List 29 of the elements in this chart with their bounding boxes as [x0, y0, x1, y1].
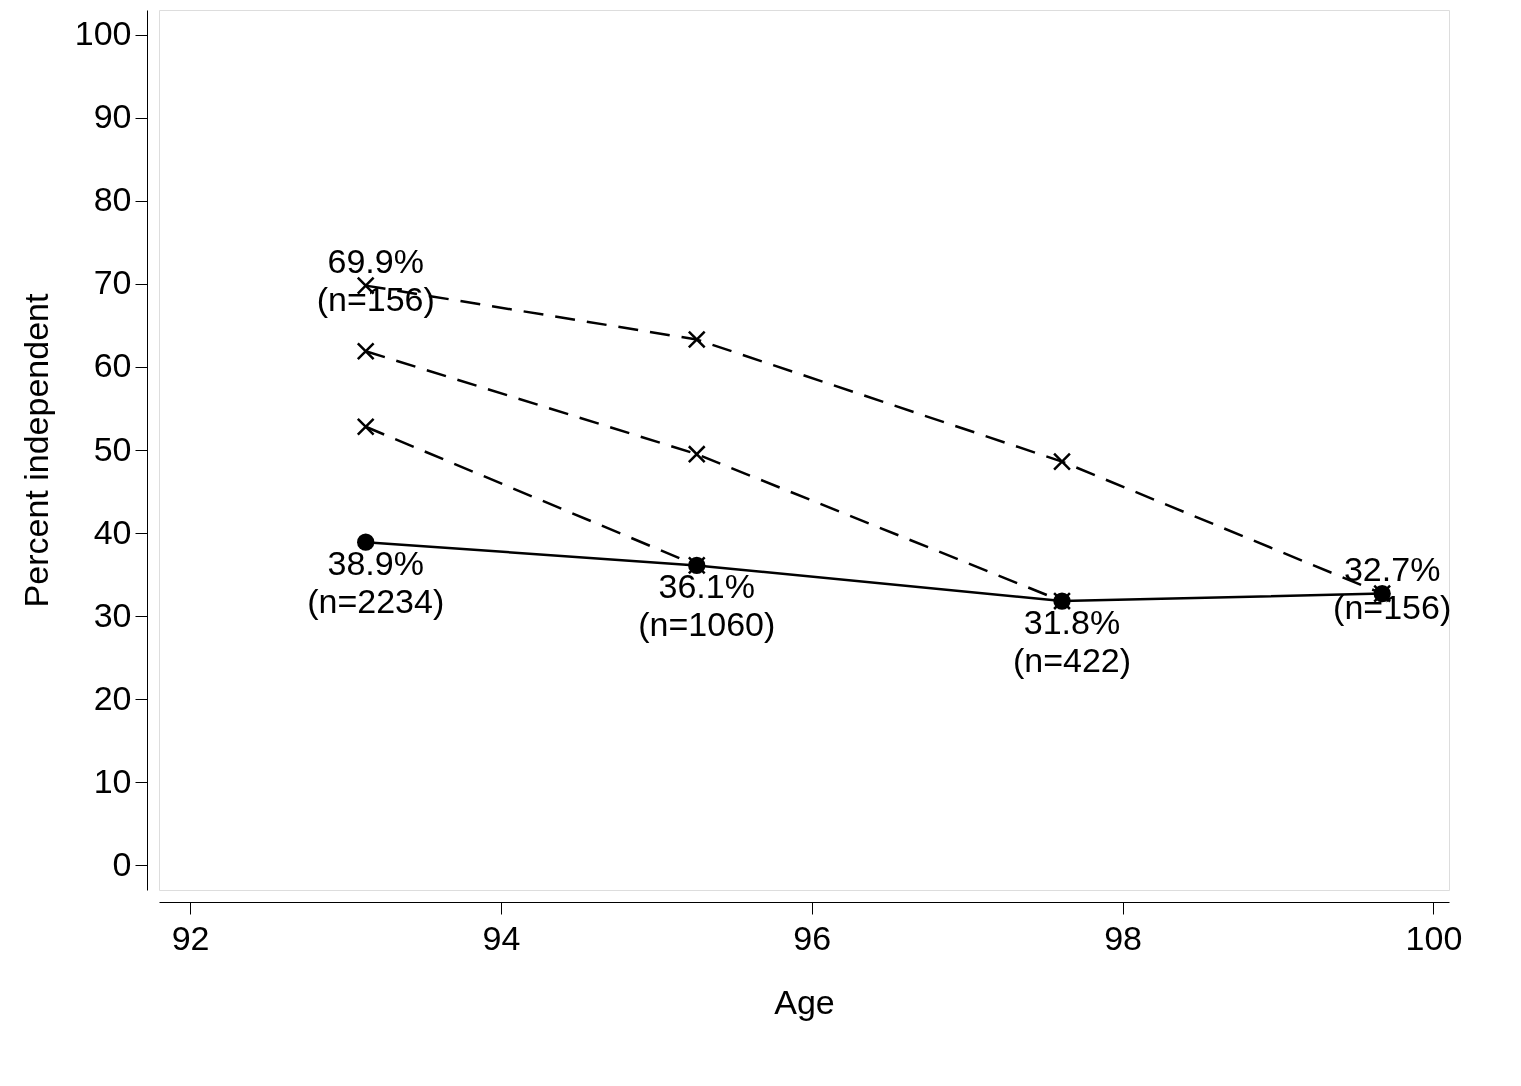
- x-tick-label: 100: [1405, 918, 1463, 957]
- y-tick-label: 40: [93, 512, 132, 551]
- x-tick-label: 94: [482, 918, 521, 957]
- y-tick-label: 60: [93, 346, 132, 385]
- y-tick-label: 0: [112, 844, 132, 883]
- y-tick-label: 10: [93, 761, 132, 800]
- y-tick-label: 20: [93, 678, 132, 717]
- y-tick-label: 90: [93, 97, 132, 136]
- point: [356, 417, 375, 436]
- y-tick-label: 100: [74, 14, 132, 53]
- x-axis-title: Age: [774, 982, 835, 1021]
- x-tick-label: 92: [171, 918, 210, 957]
- point: [687, 444, 706, 464]
- y-axis-title: Percent independent: [16, 293, 55, 608]
- point: [1052, 452, 1072, 471]
- point: [687, 330, 706, 349]
- x-tick-label: 96: [793, 918, 832, 957]
- annotation: 32.7% (n=156): [1333, 549, 1452, 626]
- y-tick-label: 70: [93, 263, 132, 302]
- point: [356, 342, 375, 361]
- annotation: 31.8% (n=422): [1012, 603, 1132, 680]
- x-tick-label: 98: [1104, 918, 1143, 957]
- y-tick-label: 80: [93, 180, 132, 219]
- annotation: 69.9% (n=156): [316, 241, 435, 318]
- y-tick-label: 30: [93, 595, 132, 634]
- y-tick-label: 50: [93, 429, 132, 468]
- annotation: 36.1% (n=1060): [638, 567, 776, 644]
- point: [357, 533, 375, 551]
- annotation: 38.9% (n=2234): [307, 544, 445, 621]
